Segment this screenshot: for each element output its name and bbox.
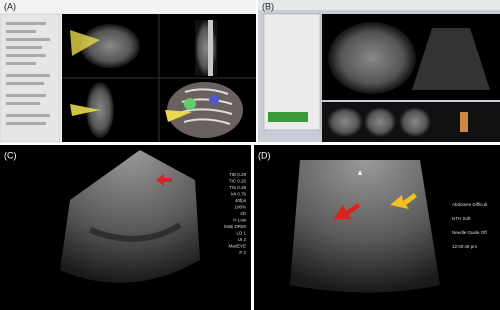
panel-label: (A) bbox=[4, 1, 16, 11]
panel-b: (B) bbox=[258, 0, 500, 142]
panel-label: (C) bbox=[4, 150, 17, 160]
panel-d: Abdomen Difficult NTH Soft Needle Guide Of… bbox=[254, 145, 500, 310]
overlay-text: NTH Soft bbox=[452, 216, 471, 221]
overlay-text: H Low bbox=[233, 218, 247, 223]
overlay-text: TIB 0.29 bbox=[229, 172, 247, 177]
panel-label: (B) bbox=[262, 1, 274, 11]
overlay-text: P 2 bbox=[239, 250, 246, 255]
overlay-text: 2D bbox=[240, 211, 247, 216]
arrow bbox=[390, 193, 417, 209]
control-panel[interactable] bbox=[0, 13, 61, 143]
overlay-text: MI 0.76 bbox=[231, 192, 247, 197]
ultrasound-image bbox=[60, 150, 200, 283]
overlay-text: 100% bbox=[234, 205, 246, 210]
overlay-text: TIC 0.26 bbox=[229, 179, 247, 184]
ct-axial bbox=[80, 24, 140, 68]
control-panel[interactable] bbox=[263, 13, 321, 131]
overlay-text: Needle Guide Off bbox=[452, 230, 487, 235]
ultrasound-image bbox=[290, 160, 440, 293]
overlay-text: UI 2 bbox=[238, 237, 247, 242]
button[interactable] bbox=[268, 112, 308, 122]
panel-label: (D) bbox=[258, 150, 271, 160]
ct-sagittal bbox=[195, 20, 217, 76]
overlay-text: 40fps bbox=[235, 198, 247, 203]
overlay-text: 12:00:46 pm bbox=[452, 244, 477, 249]
control-rows bbox=[6, 22, 50, 125]
panel-a: (A) bbox=[0, 0, 256, 143]
overlay-text: Abdomen Difficult bbox=[452, 202, 488, 207]
overlay-text: LD 1 bbox=[236, 231, 246, 236]
arrow bbox=[156, 174, 172, 186]
overlay-text: MaxEYE bbox=[228, 244, 246, 249]
overlay-text: SoBi DR60 bbox=[224, 224, 247, 229]
overlay-text: TIS 0.28 bbox=[229, 185, 247, 190]
arrow bbox=[333, 203, 360, 220]
